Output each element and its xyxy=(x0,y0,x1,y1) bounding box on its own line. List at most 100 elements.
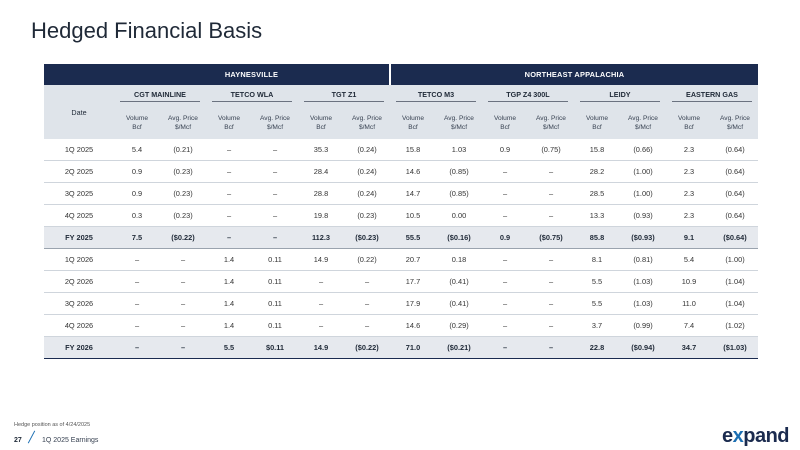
volume-cell: 19.8 xyxy=(298,204,344,227)
volume-cell: – xyxy=(298,270,344,293)
price-subheader: Avg. Price $/Mcf xyxy=(528,106,574,139)
price-cell: (0.24) xyxy=(344,160,390,183)
price-cell: (0.99) xyxy=(620,314,666,337)
price-subheader-line: Avg. Price xyxy=(444,114,474,122)
volume-cell: 55.5 xyxy=(390,226,436,249)
volume-subheader-line: Bcf xyxy=(684,123,694,131)
row-date: FY 2025 xyxy=(44,226,114,249)
table-row: 2Q 2025 0.9 (0.23) – –28.4 (0.24) 14.6 (0.85) – –… xyxy=(44,160,758,183)
page-number: 27 xyxy=(14,437,22,444)
row-date: 3Q 2025 xyxy=(44,182,114,205)
price-cell: – xyxy=(344,292,390,315)
volume-cell: 8.1 xyxy=(574,248,620,271)
region-northeast-appalachia: NORTHEAST APPALACHIA xyxy=(389,64,758,85)
volume-cell: 7.5 xyxy=(114,226,160,249)
table-row: 1Q 2025 5.4 (0.21) – –35.3 (0.24) 15.8 1.03 0.9(… xyxy=(44,139,758,161)
volume-subheader-line: Bcf xyxy=(500,123,510,131)
price-cell: – xyxy=(528,314,574,337)
price-subheader-line: $/Mcf xyxy=(726,123,744,131)
table-row: 4Q 2025 0.3 (0.23) – –19.8 (0.23) 10.5 0.00– –13… xyxy=(44,204,758,227)
page-title: Hedged Financial Basis xyxy=(31,18,263,43)
volume-cell: 112.3 xyxy=(298,226,344,249)
volume-subheader-line: Bcf xyxy=(132,123,142,131)
volume-cell: 1.4 xyxy=(206,270,252,293)
volume-cell: 7.4 xyxy=(666,314,712,337)
volume-subheader: Volume Bcf xyxy=(666,106,712,139)
hub-label: EASTERN GAS xyxy=(672,90,752,102)
date-header: Date xyxy=(44,85,114,139)
volume-cell: 5.5 xyxy=(574,292,620,315)
volume-cell: 0.3 xyxy=(114,204,160,227)
footnote: Hedge position as of 4/24/2025 xyxy=(14,422,91,428)
price-cell: (0.93) xyxy=(620,204,666,227)
volume-cell: 14.9 xyxy=(298,336,344,359)
logo-prefix: e xyxy=(722,425,733,447)
hub-label: TGP Z4 300L xyxy=(488,90,568,102)
volume-cell: 28.5 xyxy=(574,182,620,205)
volume-cell: – xyxy=(298,292,344,315)
price-subheader-line: Avg. Price xyxy=(168,114,198,122)
row-date: 4Q 2026 xyxy=(44,314,114,337)
row-date: 4Q 2025 xyxy=(44,204,114,227)
price-cell: – xyxy=(528,204,574,227)
price-cell: (0.41) xyxy=(436,270,482,293)
price-subheader: Avg. Price $/Mcf xyxy=(712,106,758,139)
price-cell: 0.18 xyxy=(436,248,482,271)
price-cell: ($0.23) xyxy=(344,226,390,249)
price-subheader-line: $/Mcf xyxy=(266,123,284,131)
volume-cell: 17.9 xyxy=(390,292,436,315)
volume-subheader-line: Volume xyxy=(678,114,700,122)
volume-cell: 9.1 xyxy=(666,226,712,249)
price-cell: (0.64) xyxy=(712,139,758,161)
volume-cell: 28.4 xyxy=(298,160,344,183)
price-cell: ($1.03) xyxy=(712,336,758,359)
price-subheader-line: Avg. Price xyxy=(260,114,290,122)
hub-header: TGP Z4 300L xyxy=(482,85,574,106)
table-row: 2Q 2026– –1.4 0.11– –17.7 (0.41) – –5.5 (1.03) 1… xyxy=(44,270,758,293)
price-cell: (0.21) xyxy=(160,139,206,161)
volume-cell: 2.3 xyxy=(666,204,712,227)
hub-header: TETCO WLA xyxy=(206,85,298,106)
price-cell: (0.23) xyxy=(160,160,206,183)
volume-subheader-line: Volume xyxy=(310,114,332,122)
volume-cell: – xyxy=(206,182,252,205)
divider-slash xyxy=(27,430,36,444)
volume-cell: 10.5 xyxy=(390,204,436,227)
volume-cell: 22.8 xyxy=(574,336,620,359)
price-cell: ($0.94) xyxy=(620,336,666,359)
volume-subheader-line: Bcf xyxy=(408,123,418,131)
row-date: 3Q 2026 xyxy=(44,292,114,315)
volume-cell: – xyxy=(206,160,252,183)
volume-subheader: Volume Bcf xyxy=(574,106,620,139)
volume-cell: – xyxy=(114,314,160,337)
volume-cell: 17.7 xyxy=(390,270,436,293)
volume-cell: – xyxy=(206,226,252,249)
logo-suffix: pand xyxy=(743,425,790,447)
price-cell: (1.00) xyxy=(620,182,666,205)
price-cell: – xyxy=(160,336,206,359)
volume-cell: – xyxy=(482,314,528,337)
price-cell: – xyxy=(160,248,206,271)
volume-subheader-line: Volume xyxy=(586,114,608,122)
volume-cell: 11.0 xyxy=(666,292,712,315)
row-date: 2Q 2026 xyxy=(44,270,114,293)
volume-subheader: Volume Bcf xyxy=(390,106,436,139)
price-subheader: Avg. Price $/Mcf xyxy=(620,106,666,139)
price-cell: ($0.21) xyxy=(436,336,482,359)
region-spacer xyxy=(44,64,114,85)
expand-logo: expand xyxy=(722,425,790,448)
price-subheader: Avg. Price $/Mcf xyxy=(436,106,482,139)
volume-subheader: Volume Bcf xyxy=(298,106,344,139)
price-cell: – xyxy=(252,226,298,249)
price-cell: – xyxy=(252,160,298,183)
table-row: 4Q 2026– –1.4 0.11– –14.6 (0.29) – –3.7 (0.99) 7… xyxy=(44,314,758,337)
price-subheader-line: Avg. Price xyxy=(352,114,382,122)
price-cell: (1.04) xyxy=(712,292,758,315)
price-subheader-line: Avg. Price xyxy=(536,114,566,122)
volume-cell: – xyxy=(298,314,344,337)
volume-cell: 20.7 xyxy=(390,248,436,271)
price-cell: (0.64) xyxy=(712,182,758,205)
volume-cell: – xyxy=(114,336,160,359)
volume-cell: 2.3 xyxy=(666,160,712,183)
row-date: 2Q 2025 xyxy=(44,160,114,183)
